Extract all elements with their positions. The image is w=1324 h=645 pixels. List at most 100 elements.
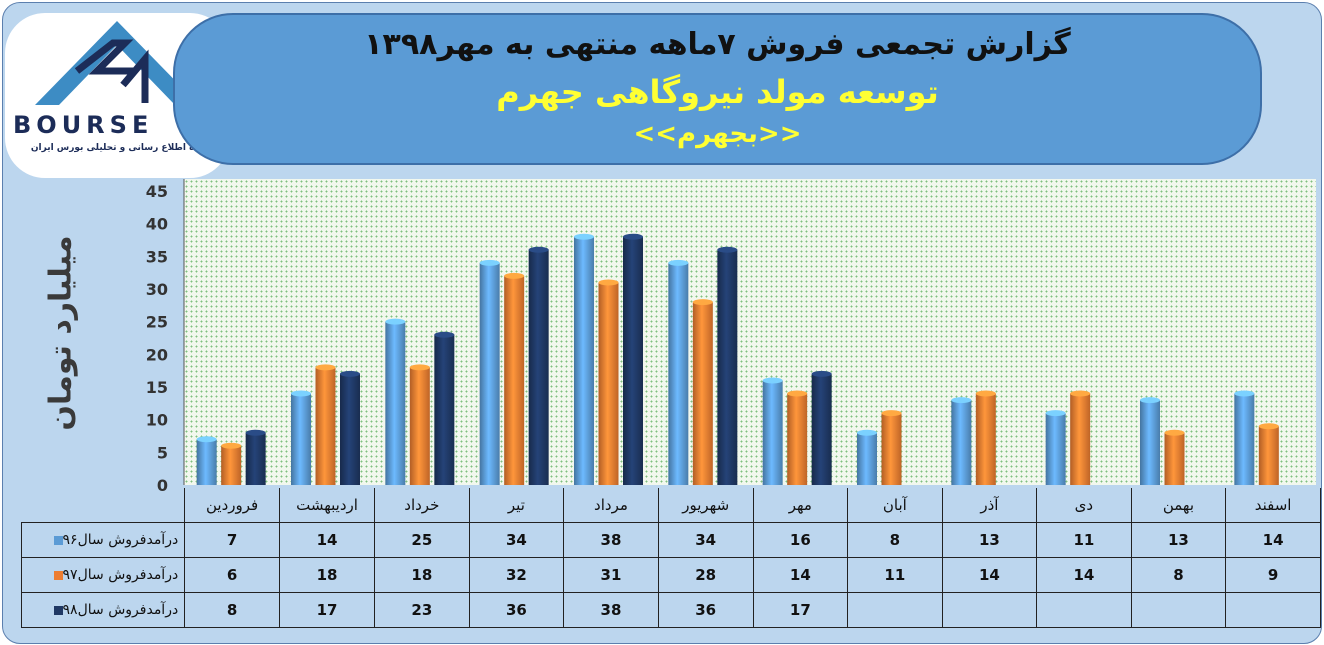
table-cell: 36 (468, 592, 565, 628)
table-cell (1225, 592, 1321, 628)
table-cell: 14 (941, 557, 1038, 593)
bar (881, 410, 902, 485)
bar (787, 390, 808, 485)
category-label: آبان (847, 488, 943, 523)
category-label: اسفند (1225, 488, 1321, 523)
title-banner: گزارش تجمعی فروش ۷ماهه منتهی به مهر۱۳۹۸ … (173, 13, 1262, 165)
table-cell: 8 (184, 592, 281, 628)
bar (434, 331, 455, 485)
table-cell (1130, 592, 1227, 628)
category-label: دی (1036, 488, 1132, 523)
bar (340, 370, 360, 485)
table-cell: 14 (1036, 557, 1132, 593)
series-name: درآمدفروش سال۹۷ (62, 567, 179, 583)
y-tick-label: 10 (146, 411, 168, 430)
category-label: خرداد (374, 488, 470, 523)
table-cell: 18 (279, 557, 375, 593)
logo-mark-icon (35, 21, 199, 105)
y-tick-label: 25 (146, 313, 168, 332)
bar-chart: 0 5 10 15 20 25 30 35 40 45 (146, 179, 1279, 495)
bar (479, 259, 500, 485)
category-label: اردیبهشت (279, 488, 375, 523)
y-tick-label: 0 (157, 476, 168, 495)
table-cell: 11 (1036, 522, 1132, 558)
table-cell: 34 (468, 522, 565, 558)
y-tick-label: 40 (146, 215, 168, 234)
series-name: درآمدفروش سال۹۸ (62, 602, 179, 618)
bar (1164, 429, 1185, 485)
bar (668, 259, 689, 485)
table-cell: 8 (847, 522, 943, 558)
series-legend-cell: درآمدفروش سال۹۷ (20, 557, 186, 593)
table-cell: 7 (184, 522, 281, 558)
table-cell: 38 (563, 522, 659, 558)
bar (811, 370, 832, 485)
bar (385, 318, 406, 485)
bar (857, 429, 877, 485)
chart-title: گزارش تجمعی فروش ۷ماهه منتهی به مهر۱۳۹۸ (364, 27, 1071, 62)
category-label: فروردین (184, 488, 281, 523)
table-cell: 13 (1130, 522, 1227, 558)
table-cell (941, 592, 1038, 628)
table-cell: 38 (563, 592, 659, 628)
y-tick-label: 5 (157, 443, 168, 462)
bar (528, 246, 549, 485)
bar (574, 233, 594, 485)
series-legend-cell: درآمدفروش سال۹۶ (20, 522, 186, 558)
data-table: فروردین اردیبهشت خرداد تیر مرداد شهریور مهر آبا… (20, 488, 1321, 628)
ticker-symbol: <<بجهرم>> (633, 119, 802, 149)
category-label: مهر (752, 488, 849, 523)
bar (951, 397, 972, 485)
bar (245, 429, 266, 485)
table-row: درآمدفروش سال۹۶ 7 14 25 34 38 34 16 8 13 11 13 14 (20, 522, 1321, 558)
table-cell: 13 (941, 522, 1038, 558)
category-label: تیر (468, 488, 565, 523)
y-tick-label: 35 (146, 247, 168, 266)
table-row: درآمدفروش سال۹۸ 8 17 23 36 38 36 17 (20, 592, 1321, 628)
table-cell: 8 (1130, 557, 1227, 593)
bar (1258, 423, 1279, 485)
table-cell (847, 592, 943, 628)
legend-swatch (53, 535, 63, 545)
category-label: شهریور (657, 488, 754, 523)
table-cell: 17 (279, 592, 375, 628)
y-tick-label: 45 (146, 182, 168, 201)
bar (1045, 410, 1066, 485)
table-cell: 23 (374, 592, 470, 628)
logo-wordmark: BOURSE (13, 111, 154, 139)
table-cell: 17 (752, 592, 849, 628)
bar (409, 364, 430, 485)
table-cell (1036, 592, 1132, 628)
bar (762, 377, 783, 485)
table-cell: 25 (374, 522, 470, 558)
bar (1070, 390, 1091, 485)
category-label: مرداد (563, 488, 659, 523)
bar (598, 279, 619, 485)
chart-subtitle: توسعه مولد نیروگاهی جهرم (496, 73, 939, 111)
table-cell: 34 (657, 522, 754, 558)
table-cell: 6 (184, 557, 281, 593)
bar (315, 364, 336, 485)
table-cell: 18 (374, 557, 470, 593)
bar (1234, 390, 1255, 485)
table-cell: 36 (657, 592, 754, 628)
table-cell: 16 (752, 522, 849, 558)
table-cell: 14 (1225, 522, 1321, 558)
table-cell: 14 (279, 522, 375, 558)
bar (975, 390, 996, 485)
table-cell: 32 (468, 557, 565, 593)
legend-swatch (53, 605, 63, 615)
bar (196, 436, 217, 485)
series-legend-cell: درآمدفروش سال۹۸ (20, 592, 186, 628)
y-tick-label: 30 (146, 280, 168, 299)
table-cell: 28 (657, 557, 754, 593)
table-cell: 31 (563, 557, 659, 593)
plot-area (184, 179, 1316, 485)
series-name: درآمدفروش سال۹۶ (62, 532, 179, 548)
table-cell: 11 (847, 557, 943, 593)
bar (717, 246, 738, 485)
y-tick-label: 15 (146, 378, 168, 397)
category-label: آذر (941, 488, 1038, 523)
logo-subtitle: پایگاه اطلاع رسانی و تحلیلی بورس ایران (30, 143, 214, 153)
